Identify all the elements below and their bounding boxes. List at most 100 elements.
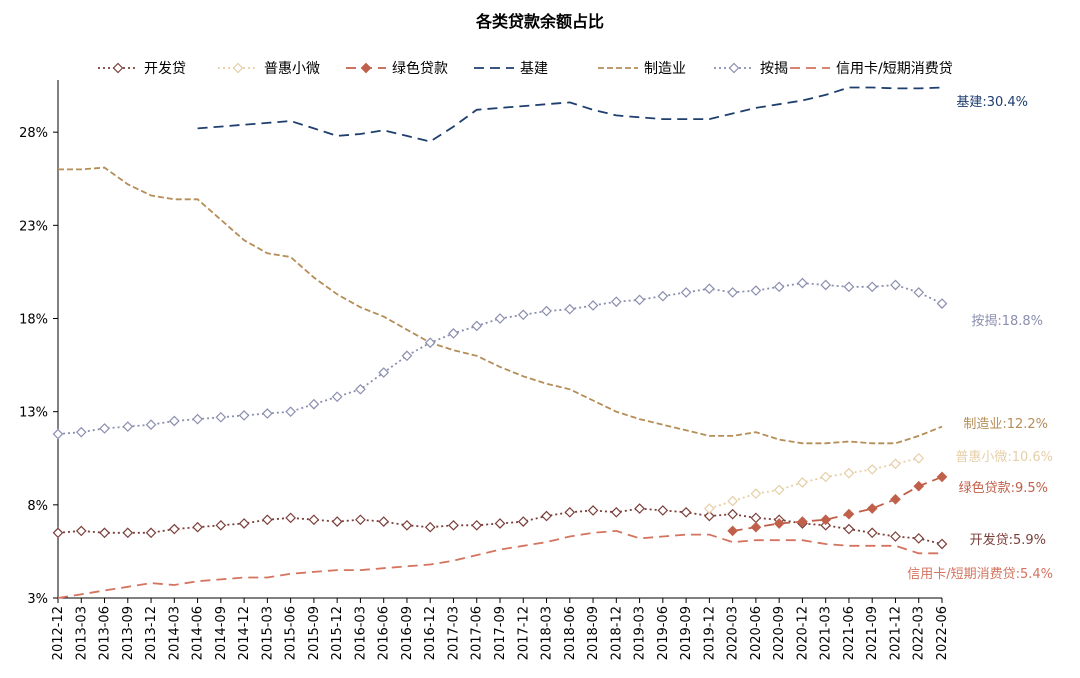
- x-tick-label: 2014-12: [237, 606, 252, 660]
- data-point: [680, 287, 692, 298]
- y-tick-label: 23%: [19, 219, 48, 234]
- series-按揭: [52, 277, 948, 440]
- legend-label: 按揭: [760, 61, 788, 77]
- data-point: [913, 452, 925, 464]
- legend-label: 普惠小微: [264, 61, 320, 77]
- data-point: [610, 296, 622, 308]
- data-point: [657, 290, 669, 302]
- legend-item-基建: 基建: [474, 60, 548, 77]
- data-point: [680, 506, 692, 518]
- legend-label: 绿色贷款: [392, 60, 448, 77]
- data-point: [727, 495, 738, 507]
- x-tick-label: 2018-06: [563, 606, 578, 660]
- legend-item-绿色贷款: 绿色贷款: [346, 60, 448, 77]
- data-point: [634, 294, 645, 306]
- data-point: [401, 350, 413, 362]
- axes: 3% 8% 13% 18% 23% 28% 2012-12 2013-03 2013-06 201…: [19, 80, 950, 660]
- data-point: [820, 471, 832, 483]
- x-tick-label: 2017-09: [493, 606, 508, 660]
- data-point: [75, 525, 87, 537]
- data-point: [843, 508, 855, 520]
- legend-swatch-marker: [232, 62, 244, 74]
- x-tick-label: 2017-12: [516, 606, 531, 660]
- data-point: [238, 410, 250, 421]
- series-绿色贷款: [727, 471, 948, 537]
- y-tick-label: 3%: [27, 592, 48, 607]
- data-point: [75, 426, 87, 438]
- data-point: [843, 467, 855, 479]
- data-point: [750, 285, 762, 296]
- end-label-制造业: 制造业:12.2%: [963, 417, 1048, 432]
- data-point: [541, 510, 552, 522]
- end-label-信用卡/短期消费贷: 信用卡/短期消费贷:5.4%: [907, 567, 1053, 582]
- x-tick-label: 2015-12: [330, 606, 345, 660]
- data-point: [145, 419, 157, 431]
- data-point: [401, 519, 413, 531]
- data-point: [727, 525, 738, 537]
- data-point: [936, 471, 948, 483]
- series-制造业: [58, 166, 943, 445]
- legend-swatch-marker: [112, 62, 124, 74]
- data-point: [378, 367, 390, 378]
- data-point: [424, 521, 436, 533]
- data-point: [378, 516, 390, 527]
- data-point: [517, 516, 529, 527]
- data-point: [355, 514, 366, 526]
- series-line: [57, 507, 943, 545]
- end-label-普惠小微: 普惠小微:10.6%: [955, 450, 1053, 465]
- data-point: [145, 527, 157, 539]
- data-point: [122, 527, 134, 539]
- data-point: [773, 518, 785, 529]
- data-point: [750, 521, 762, 533]
- data-point: [192, 413, 203, 425]
- y-tick-label: 18%: [19, 313, 48, 328]
- data-point: [471, 320, 483, 332]
- series-line: [709, 457, 919, 510]
- series-line: [57, 529, 942, 599]
- x-tick-label: 2016-12: [423, 606, 438, 660]
- data-point: [913, 533, 925, 544]
- end-label-按揭: 按揭:18.8%: [971, 314, 1043, 329]
- data-point: [308, 514, 320, 526]
- legend: 开发贷 普惠小微 绿色贷款 基建 制造业 按揭 信用卡/短期消费贷: [98, 60, 953, 77]
- data-point: [890, 458, 901, 470]
- data-point: [517, 309, 529, 321]
- series-基建: [197, 86, 943, 143]
- data-point: [587, 300, 599, 311]
- legend-label: 制造业: [644, 61, 686, 77]
- data-point: [448, 519, 459, 531]
- data-point: [564, 303, 576, 315]
- x-tick-label: 2018-09: [586, 606, 601, 660]
- end-label-基建: 基建:30.4%: [956, 95, 1028, 110]
- x-tick-label: 2017-03: [446, 606, 461, 660]
- legend-label: 基建: [520, 60, 548, 77]
- series-信用卡/短期消费贷: [57, 529, 942, 599]
- x-tick-label: 2013-09: [121, 606, 136, 660]
- x-tick-label: 2016-03: [353, 606, 368, 660]
- data-point: [727, 508, 738, 520]
- x-tick-label: 2021-12: [888, 606, 903, 660]
- x-tick-label: 2020-12: [795, 606, 810, 660]
- legend-item-按揭: 按揭: [714, 61, 788, 77]
- data-point: [122, 421, 134, 432]
- legend-label: 开发贷: [144, 61, 186, 77]
- data-point: [494, 518, 506, 529]
- data-point: [750, 512, 762, 524]
- data-point: [704, 503, 715, 514]
- end-label-绿色贷款: 绿色贷款:9.5%: [959, 480, 1048, 496]
- series-line: [732, 476, 943, 532]
- legend-item-普惠小微: 普惠小微: [218, 61, 320, 77]
- data-point: [610, 506, 622, 518]
- x-tick-label: 2021-09: [865, 606, 880, 660]
- x-tick-label: 2021-03: [819, 606, 834, 660]
- data-point: [820, 514, 832, 526]
- chart-title: 各类贷款余额占比: [475, 12, 604, 31]
- data-point: [704, 510, 715, 522]
- data-point: [564, 506, 576, 518]
- x-tick-label: 2016-09: [400, 606, 415, 660]
- data-point: [866, 503, 878, 514]
- data-point: [704, 283, 715, 295]
- x-tick-label: 2019-09: [679, 606, 694, 660]
- data-point: [471, 519, 483, 531]
